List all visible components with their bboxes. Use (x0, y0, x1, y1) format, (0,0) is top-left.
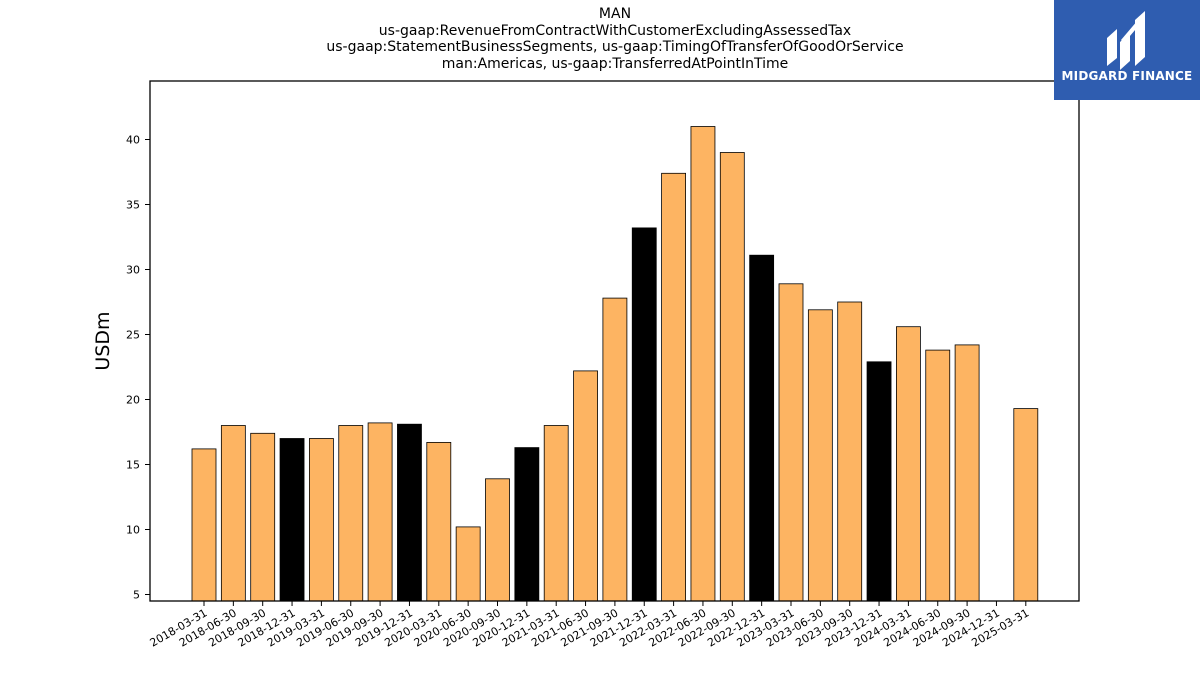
bar (719, 152, 745, 602)
y-tick-label: 25 (126, 329, 140, 342)
bar (837, 301, 863, 602)
y-axis-label: USDm (92, 311, 114, 370)
midgard-logo-mark-icon (1107, 11, 1145, 70)
bar (543, 425, 569, 602)
bar (250, 432, 276, 602)
chart-title: MAN us-gaap:RevenueFromContractWithCusto… (0, 6, 1200, 72)
bar (485, 478, 510, 602)
bar (954, 344, 980, 602)
title-line-members: man:Americas, us-gaap:TransferredAtPoint… (441, 55, 789, 72)
bar (896, 326, 921, 602)
bar (338, 425, 364, 602)
midgard-finance-logo: MIDGARD FINANCE (1054, 0, 1200, 100)
bar (308, 438, 334, 602)
bar (807, 309, 833, 602)
bar (220, 425, 246, 602)
y-tick-label: 20 (126, 394, 140, 407)
bar (191, 448, 217, 602)
title-line-ticker: MAN (598, 6, 632, 22)
y-tick-label: 10 (126, 524, 140, 537)
logo-text: MIDGARD FINANCE (1061, 69, 1193, 83)
bar (631, 227, 657, 602)
y-tick-label: 35 (126, 199, 140, 212)
bar (925, 349, 951, 602)
bar (1013, 408, 1039, 602)
bar (279, 438, 305, 602)
bar (573, 370, 598, 602)
bar (866, 361, 892, 602)
bar (367, 422, 393, 602)
bar (778, 283, 804, 602)
bar (749, 254, 775, 602)
bar (602, 297, 628, 602)
y-tick-label: 30 (126, 264, 140, 277)
bar (661, 172, 686, 602)
bar (690, 126, 716, 602)
bar (455, 526, 481, 602)
y-tick-label: 5 (133, 589, 140, 602)
title-line-axes: us-gaap:StatementBusinessSegments, us-ga… (326, 39, 904, 55)
y-tick-label: 40 (126, 134, 140, 147)
bar (397, 423, 422, 602)
bar (426, 441, 452, 602)
bar (514, 447, 540, 602)
y-tick-label: 15 (126, 459, 140, 472)
title-line-concept: us-gaap:RevenueFromContractWithCustomerE… (378, 22, 852, 39)
